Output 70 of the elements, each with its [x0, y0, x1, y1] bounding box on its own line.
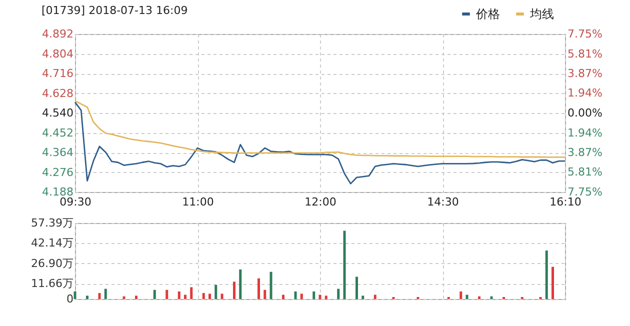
bar: [74, 291, 76, 299]
bar: [312, 291, 316, 299]
legend-label: 均线: [529, 7, 554, 21]
bar: [545, 250, 548, 299]
bar: [220, 294, 224, 299]
bar: [552, 266, 554, 299]
bar: [490, 296, 493, 299]
bar: [478, 296, 480, 299]
bar: [460, 291, 462, 299]
bar: [466, 294, 468, 299]
y2-tick-label: 3.87%: [568, 146, 602, 159]
bar: [208, 294, 211, 299]
bar: [264, 290, 266, 299]
y-tick-label: 4.892: [42, 28, 74, 40]
bar: [122, 296, 126, 299]
y-tick-label: 4.540: [42, 106, 74, 120]
x-tick-label: 14:30: [427, 196, 459, 208]
line-series: [74, 102, 566, 184]
x-tick-label: 11:00: [182, 196, 214, 208]
bar: [270, 272, 272, 299]
y-tick-label: 4.628: [42, 86, 74, 100]
bar: [190, 287, 193, 299]
bar: [178, 291, 180, 299]
y-tick-label: 4.804: [42, 47, 74, 60]
x-tick-label: 16:10: [550, 196, 582, 208]
bar: [239, 269, 242, 299]
bar: [374, 294, 376, 299]
bar: [282, 294, 284, 299]
bar: [214, 284, 218, 299]
y2-tick-label: 1.94%: [568, 126, 602, 140]
y-tick-label: 4.364: [42, 146, 74, 159]
y2-tick-label: 7.75%: [568, 28, 602, 40]
bar: [166, 290, 168, 299]
bar: [233, 282, 236, 299]
bar: [300, 294, 303, 299]
legend-label: 价格: [475, 7, 500, 21]
chart-title: [01739] 2018-07-13 16:09: [42, 4, 188, 17]
bar: [258, 278, 260, 299]
bar: [324, 296, 328, 299]
bar: [153, 290, 156, 299]
bar: [318, 294, 322, 299]
line-series: [74, 100, 566, 158]
x-tick-label: 09:30: [60, 196, 92, 208]
bar: [98, 293, 101, 299]
y2-tick-label: 7.75%: [568, 186, 602, 198]
y-tick-label: 0: [66, 292, 74, 306]
bar: [184, 294, 186, 299]
x-tick-label: 12:00: [304, 196, 336, 208]
y-tick-label: 42.14万: [31, 236, 74, 250]
y-tick-label: 4.188: [42, 186, 74, 198]
y2-tick-label: 3.87%: [568, 67, 602, 80]
bar: [356, 276, 358, 299]
y2-tick-label: 0.00%: [568, 106, 602, 120]
bar: [202, 293, 205, 299]
bar: [294, 291, 297, 299]
y2-tick-label: 1.94%: [568, 86, 602, 100]
y-tick-label: 4.452: [42, 126, 74, 140]
bar: [362, 296, 364, 299]
y2-tick-label: 5.81%: [568, 47, 602, 60]
bar: [104, 288, 107, 299]
y-tick-label: 4.716: [42, 67, 74, 80]
y-tick-label: 4.276: [42, 166, 74, 179]
bar: [86, 296, 88, 299]
bar: [343, 230, 346, 299]
bar: [135, 296, 138, 299]
y-tick-label: 11.66万: [31, 277, 74, 290]
y-tick-label: 26.90万: [31, 256, 74, 270]
bar: [337, 288, 340, 299]
y2-tick-label: 5.81%: [568, 166, 602, 179]
y-tick-label: 57.39万: [31, 216, 74, 230]
